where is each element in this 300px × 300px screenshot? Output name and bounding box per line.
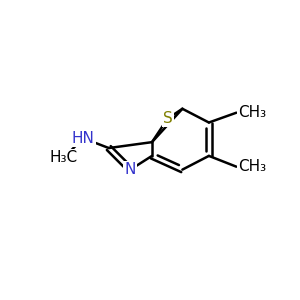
Text: N: N: [125, 162, 136, 177]
Text: H₃C: H₃C: [50, 150, 78, 165]
Text: HN: HN: [72, 131, 95, 146]
Text: S: S: [163, 111, 172, 126]
Text: CH₃: CH₃: [238, 159, 266, 174]
Text: CH₃: CH₃: [238, 105, 266, 120]
